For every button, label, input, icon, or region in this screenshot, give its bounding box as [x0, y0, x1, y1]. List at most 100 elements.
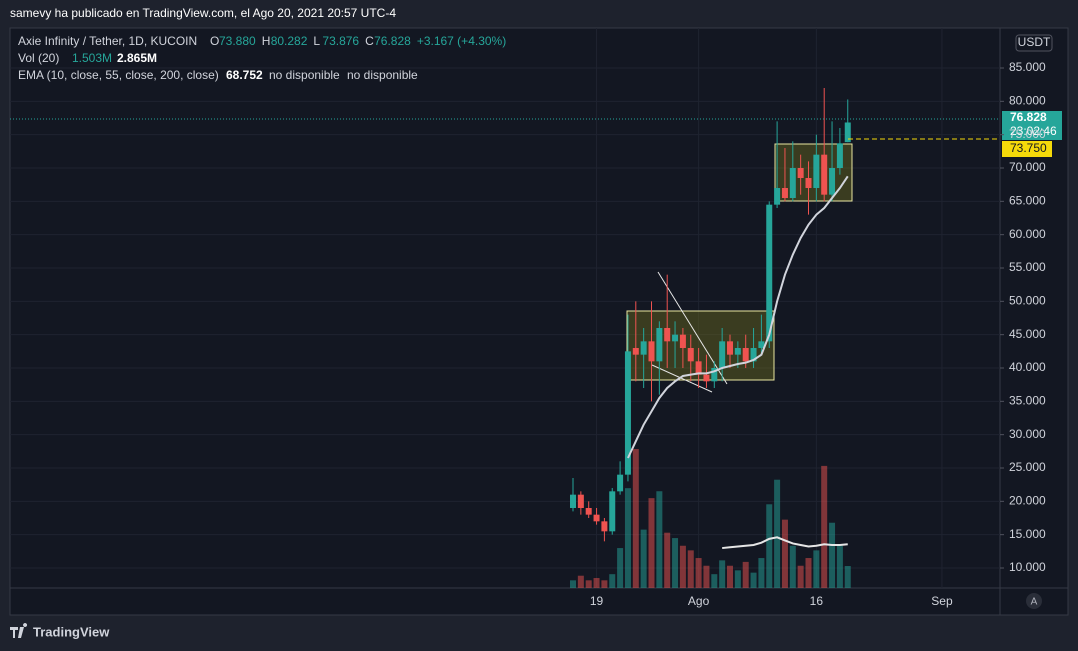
y-tick-label: 70.000 [1009, 160, 1046, 174]
candle-body [640, 341, 647, 355]
currency: USDT [1018, 35, 1051, 49]
volume-bar [781, 519, 788, 588]
legend-ema-value: no disponible [269, 68, 340, 82]
y-tick-label: 30.000 [1009, 427, 1046, 441]
volume-bar [774, 479, 781, 588]
volume-bar [821, 465, 828, 588]
volume-bar [640, 529, 647, 588]
legend-ohlc-key: H [262, 34, 271, 48]
volume-bar [570, 580, 576, 588]
volume-bar [711, 574, 718, 588]
candle-body [766, 204, 773, 342]
x-tick-label: Ago [688, 594, 710, 608]
candle-body [734, 348, 741, 355]
candle-body [742, 348, 749, 362]
line-price: 73.750 [1010, 141, 1047, 155]
trend-line [657, 271, 728, 385]
candle-body [632, 348, 639, 355]
volume-bar [672, 538, 679, 588]
candle-body [585, 508, 592, 515]
candle-body [703, 374, 710, 382]
chart-pane [10, 28, 1068, 615]
y-tick-label: 20.000 [1009, 494, 1046, 508]
legend-ohlc-key: O [210, 34, 219, 48]
candle-body [679, 334, 686, 348]
currency-badge[interactable] [1015, 34, 1053, 52]
candle-body [758, 341, 765, 348]
volume-bar [742, 561, 749, 588]
candle-body [601, 521, 608, 532]
legend-volume: Vol (20) [18, 51, 59, 65]
volume-bar [648, 498, 655, 588]
candle-body [695, 361, 702, 375]
volume-bar [734, 570, 741, 588]
y-tick-label: 65.000 [1009, 194, 1046, 208]
last-price: 76.828 [1010, 110, 1047, 124]
volume-bar [758, 558, 765, 588]
legend-ema: EMA (10, close, 55, close, 200, close) [18, 68, 219, 82]
volume-bar [593, 578, 600, 588]
volume-bar [766, 504, 773, 588]
legend-ohlc-value: 80.282 [271, 34, 308, 48]
candle-body [836, 143, 843, 168]
y-tick-label: 85.000 [1009, 60, 1046, 74]
candle-body [664, 328, 671, 342]
y-tick-label: 55.000 [1009, 260, 1046, 274]
volume-bar [664, 532, 671, 588]
y-tick-label: 10.000 [1009, 560, 1046, 574]
volume-bar [719, 560, 726, 588]
candle-body [719, 341, 726, 368]
candle-body [821, 154, 828, 195]
candle-body [593, 514, 600, 522]
brand: TradingView [33, 624, 110, 639]
candle-body [805, 178, 812, 188]
legend-ohlc-value: 73.880 [219, 34, 256, 48]
candle-body [624, 351, 631, 475]
volume-bar [703, 565, 710, 588]
ema-line [627, 175, 849, 459]
x-tick-label: Sep [931, 594, 953, 608]
volume-bar [805, 558, 812, 588]
legend-ema-value: no disponible [347, 68, 418, 82]
candle-body [570, 494, 576, 508]
y-tick-label: 80.000 [1009, 94, 1046, 108]
volume-bar [585, 580, 592, 588]
y-tick-label: 45.000 [1009, 327, 1046, 341]
volume-bar [632, 448, 639, 588]
volume-bar [601, 580, 608, 588]
volume-bar [656, 491, 663, 588]
volume-bar [687, 550, 694, 588]
candle-body [789, 168, 796, 198]
last-price-badge [1002, 111, 1062, 140]
volume-bar [829, 522, 836, 588]
volume-bar [624, 488, 631, 588]
candle-body [750, 348, 757, 362]
y-tick-label: 40.000 [1009, 360, 1046, 374]
countdown: 23:02:46 [1010, 124, 1057, 138]
line-price-badge [1002, 141, 1052, 157]
volume-bar [617, 548, 624, 588]
candle-body [687, 348, 694, 362]
volume-bar [844, 565, 851, 588]
auto-scale-button[interactable] [1026, 593, 1042, 609]
y-tick-label: 25.000 [1009, 460, 1046, 474]
legend-symbol: Axie Infinity / Tether, 1D, KUCOIN [18, 34, 197, 48]
volume-bar [750, 572, 757, 588]
volume-bar [609, 574, 616, 588]
candle-body [829, 168, 836, 195]
candle-body [656, 328, 663, 362]
legend-ohlc-key: C [365, 34, 374, 48]
x-tick-label: 16 [810, 594, 824, 608]
legend-change: +3.167 (+4.30%) [417, 34, 506, 48]
byline: samevy ha publicado en TradingView.com, … [10, 6, 396, 20]
candle-body [617, 474, 624, 492]
candle-body [844, 122, 851, 143]
trend-line [651, 364, 713, 393]
y-tick-label: 60.000 [1009, 227, 1046, 241]
x-tick-label: 19 [590, 594, 604, 608]
volume-ma-line [722, 536, 848, 550]
candle-body [711, 368, 718, 382]
y-tick-label: 75.000 [1009, 127, 1046, 141]
candle-body [609, 491, 616, 532]
